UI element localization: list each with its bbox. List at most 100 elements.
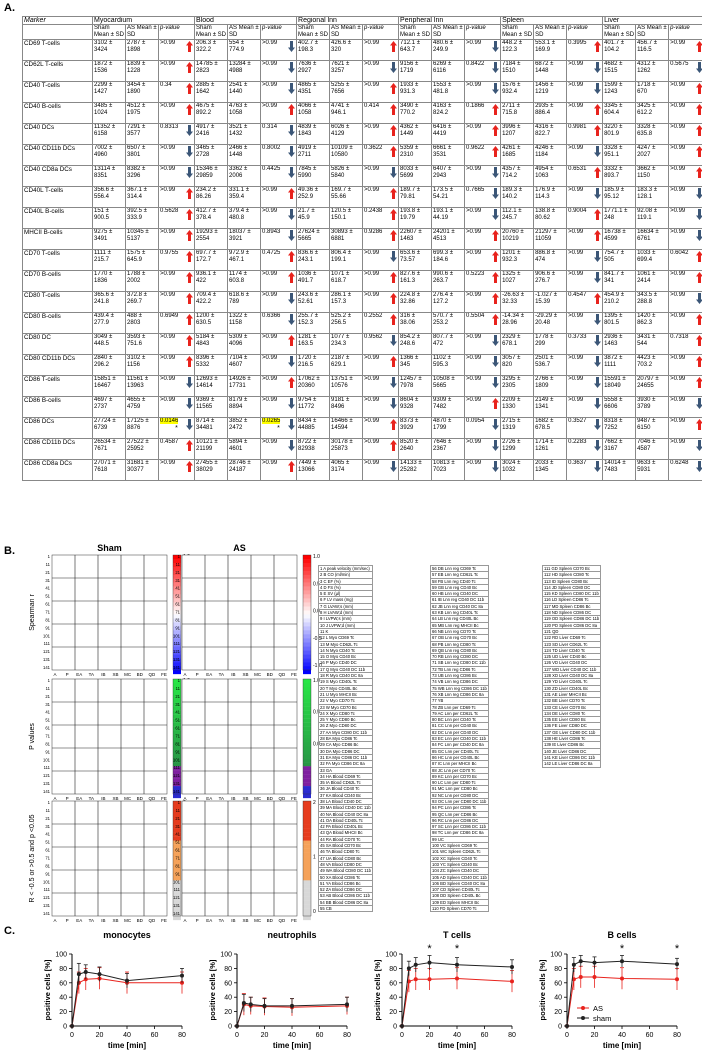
arrow-up-icon [492, 314, 500, 325]
y-tick-label: 41 [175, 586, 180, 591]
mean-sd-cell: 17125 ±8876 [125, 417, 159, 439]
p-value-cell: 0.9981 [566, 123, 604, 145]
mean-value: 22607 ± [400, 229, 422, 236]
mean-value: -14.34 ± [502, 313, 525, 320]
sd-value: 4351 [298, 89, 312, 95]
p-value-cell: 0.4547 [566, 291, 604, 313]
sd-value: 11772 [298, 404, 315, 410]
p-value-cell: >0.99 [668, 39, 702, 61]
p-value-cell: >0.99 [362, 60, 400, 82]
mean-sd-cell: 120.5 ±150.1 [329, 207, 364, 229]
mean-value: 14133 ± [400, 460, 422, 467]
mean-value: 1788 ± [127, 271, 146, 278]
mean-sd-cell: 5184 ±4843 [194, 333, 229, 355]
y-tick-label: 111 [44, 641, 51, 646]
mean-value: 841.7 ± [604, 271, 625, 278]
arrow-down-icon [390, 251, 398, 262]
mean-value: 4917 ± [196, 124, 215, 131]
p-value: >0.99 [568, 61, 584, 68]
arrow-up-icon [594, 293, 602, 304]
x-tick-label: P [196, 672, 199, 677]
mean-sd-cell: 372.8 ±269.7 [125, 291, 159, 313]
p-value-cell: >0.99 [362, 291, 400, 313]
y-tick-label: 21 [175, 570, 180, 575]
mean-value: 8722 ± [298, 439, 317, 446]
sub-header: AS Mean ± SD [227, 24, 262, 40]
arrow-up-icon [390, 440, 398, 451]
p-value-cell: >0.99 [566, 186, 604, 208]
mean-value: 2840 ± [94, 355, 113, 362]
table-row: CD40 CD11b DCs 7002 ±4960 6507 ±3801 >0.99 3… [22, 144, 702, 166]
mean-value: 448.2 ± [502, 40, 523, 47]
p-value: 0.9004 [568, 208, 587, 215]
mean-value: 3454 ± [127, 82, 146, 89]
mean-value: 27071 ± [94, 460, 116, 467]
marker-name: CD86 B-cells [22, 396, 93, 418]
mean-sd-cell: 6661 ±3531 [431, 144, 466, 166]
sd-value: 612.2 [637, 110, 653, 116]
mean-value: 379.4 ± [229, 208, 249, 215]
mean-value: 3485 ± [94, 103, 113, 110]
mean-sd-cell: 13751 ±10576 [329, 375, 364, 397]
p-value-cell: >0.99 [464, 333, 502, 355]
x-tick-label: EA [206, 672, 212, 677]
mean-sd-cell: 13284 ±4988 [227, 60, 262, 82]
p-value-cell: 0.6531 [566, 165, 604, 187]
p-value: >0.99 [160, 40, 176, 47]
p-value-cell: 0.6949 [157, 312, 196, 334]
sd-value: 269.7 [127, 299, 143, 305]
mean-sd-cell: 1325 ±1027 [500, 270, 535, 292]
table-row: CD70 T-cells 1111 ±215.7 1575 ±645.9 0.9755… [22, 249, 702, 271]
mean-sd-cell: 1720 ±216.5 [296, 354, 331, 376]
colorbar-segment [173, 642, 181, 647]
mean-value: 3024 ± [502, 460, 521, 467]
mean-value: 7449 ± [298, 460, 317, 467]
sd-value: 299 [535, 341, 546, 347]
p-value: >0.99 [466, 397, 482, 404]
y-tick-label: 71 [45, 610, 50, 615]
mean-sd-cell: 2501 ±536.7 [533, 354, 568, 376]
colorbar-tick: 0.5 [313, 581, 320, 587]
mean-sd-cell: -1.027 ±15.39 [533, 291, 568, 313]
sd-value: 256.5 [331, 320, 347, 326]
mean-sd-cell: 4675 ±892.2 [194, 102, 229, 124]
arrow-up-icon [288, 335, 296, 346]
sd-value: 169.9 [535, 47, 551, 53]
sd-value: 5699 [400, 173, 414, 179]
mean-sd-cell: 2033 ±1345 [533, 459, 568, 481]
mean-value: 1839 ± [127, 61, 146, 68]
sd-value: 824.2 [433, 110, 449, 116]
table-row: CD86 CD11b DCs 26534 ±7671 27522 ±25952 0.4… [22, 438, 702, 460]
p-value-cell: 0.4425 [260, 165, 298, 187]
sd-value: 24187 [229, 467, 246, 473]
p-value-cell: >0.99 [362, 249, 400, 271]
mean-sd-cell: 5309 ±4096 [227, 333, 262, 355]
arrow-down-icon [696, 461, 702, 472]
mean-sd-cell: 243.6 ±52.61 [296, 291, 331, 313]
arrow-up-icon [696, 41, 702, 52]
p-value-cell: >0.99 [157, 459, 196, 481]
table-row: CD40L T-cells 356.6 ±556.4 367.1 ±314.4 >0.… [22, 186, 702, 208]
mean-sd-cell: 138.8 ±80.62 [533, 207, 568, 229]
mean-sd-cell: 7291 ±3577 [125, 123, 159, 145]
mean-sd-cell: 4065 ±3174 [329, 459, 364, 481]
mean-value: 454.9 ± [604, 292, 625, 299]
p-value: 0.3995 [568, 40, 587, 47]
mean-value: 2033 ± [535, 460, 554, 467]
sub-header: Sham Mean ± SD [194, 24, 229, 40]
mean-value: 2329 ± [502, 334, 521, 341]
arrow-down-icon [594, 314, 602, 325]
sd-value: 886.4 [535, 110, 551, 116]
mean-value: 1720 ± [298, 355, 317, 362]
sub-header: AS Mean ± SD [125, 24, 159, 40]
mean-value: 4163 ± [433, 103, 452, 110]
mean-value: 3872 ± [604, 355, 623, 362]
arrow-up-icon [492, 230, 500, 241]
p-value: 0.5628 [160, 208, 179, 215]
mean-value: 1682 ± [535, 418, 554, 425]
sd-value: 4759 [127, 404, 141, 410]
sd-value: 345 [400, 362, 411, 368]
mean-value: 20760 ± [502, 229, 524, 236]
mean-value: 3425 ± [637, 103, 656, 110]
p-value-cell: >0.99 [260, 291, 298, 313]
